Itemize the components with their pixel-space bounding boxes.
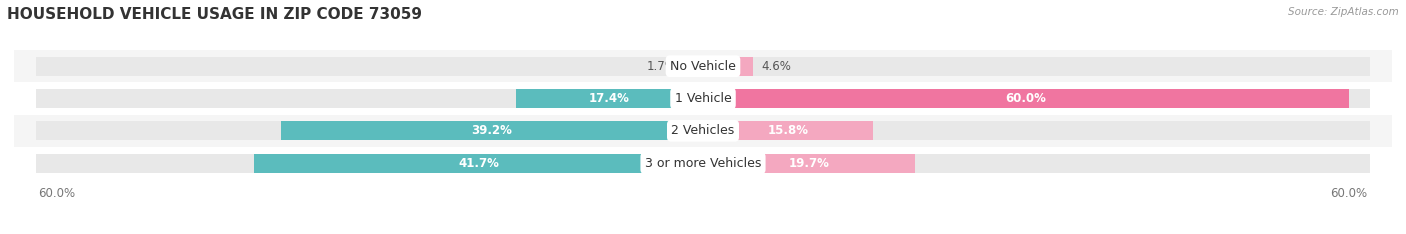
Bar — [35, 89, 1371, 108]
Bar — [516, 89, 703, 108]
Bar — [281, 121, 703, 140]
Text: 41.7%: 41.7% — [458, 157, 499, 170]
Text: 3 or more Vehicles: 3 or more Vehicles — [645, 157, 761, 170]
Text: 4.6%: 4.6% — [761, 60, 792, 73]
Bar — [703, 154, 915, 172]
Bar — [35, 57, 1371, 76]
Bar — [685, 57, 703, 76]
Legend: Owner-occupied, Renter-occupied: Owner-occupied, Renter-occupied — [576, 229, 830, 234]
Bar — [3, 147, 1403, 179]
Bar — [35, 121, 1371, 140]
Bar — [3, 115, 1403, 147]
Text: No Vehicle: No Vehicle — [671, 60, 735, 73]
Bar — [3, 50, 1403, 82]
Text: HOUSEHOLD VEHICLE USAGE IN ZIP CODE 73059: HOUSEHOLD VEHICLE USAGE IN ZIP CODE 7305… — [7, 7, 422, 22]
Text: 2 Vehicles: 2 Vehicles — [672, 124, 734, 137]
Text: 19.7%: 19.7% — [789, 157, 830, 170]
Bar — [703, 57, 752, 76]
Text: 1 Vehicle: 1 Vehicle — [675, 92, 731, 105]
Text: 60.0%: 60.0% — [1005, 92, 1046, 105]
Bar — [254, 154, 703, 172]
Bar — [703, 89, 1348, 108]
Text: Source: ZipAtlas.com: Source: ZipAtlas.com — [1288, 7, 1399, 17]
Bar — [703, 121, 873, 140]
Text: 15.8%: 15.8% — [768, 124, 808, 137]
Bar — [3, 82, 1403, 115]
Text: 17.4%: 17.4% — [589, 92, 630, 105]
Text: 39.2%: 39.2% — [471, 124, 512, 137]
Bar — [35, 154, 1371, 172]
Text: 1.7%: 1.7% — [647, 60, 676, 73]
